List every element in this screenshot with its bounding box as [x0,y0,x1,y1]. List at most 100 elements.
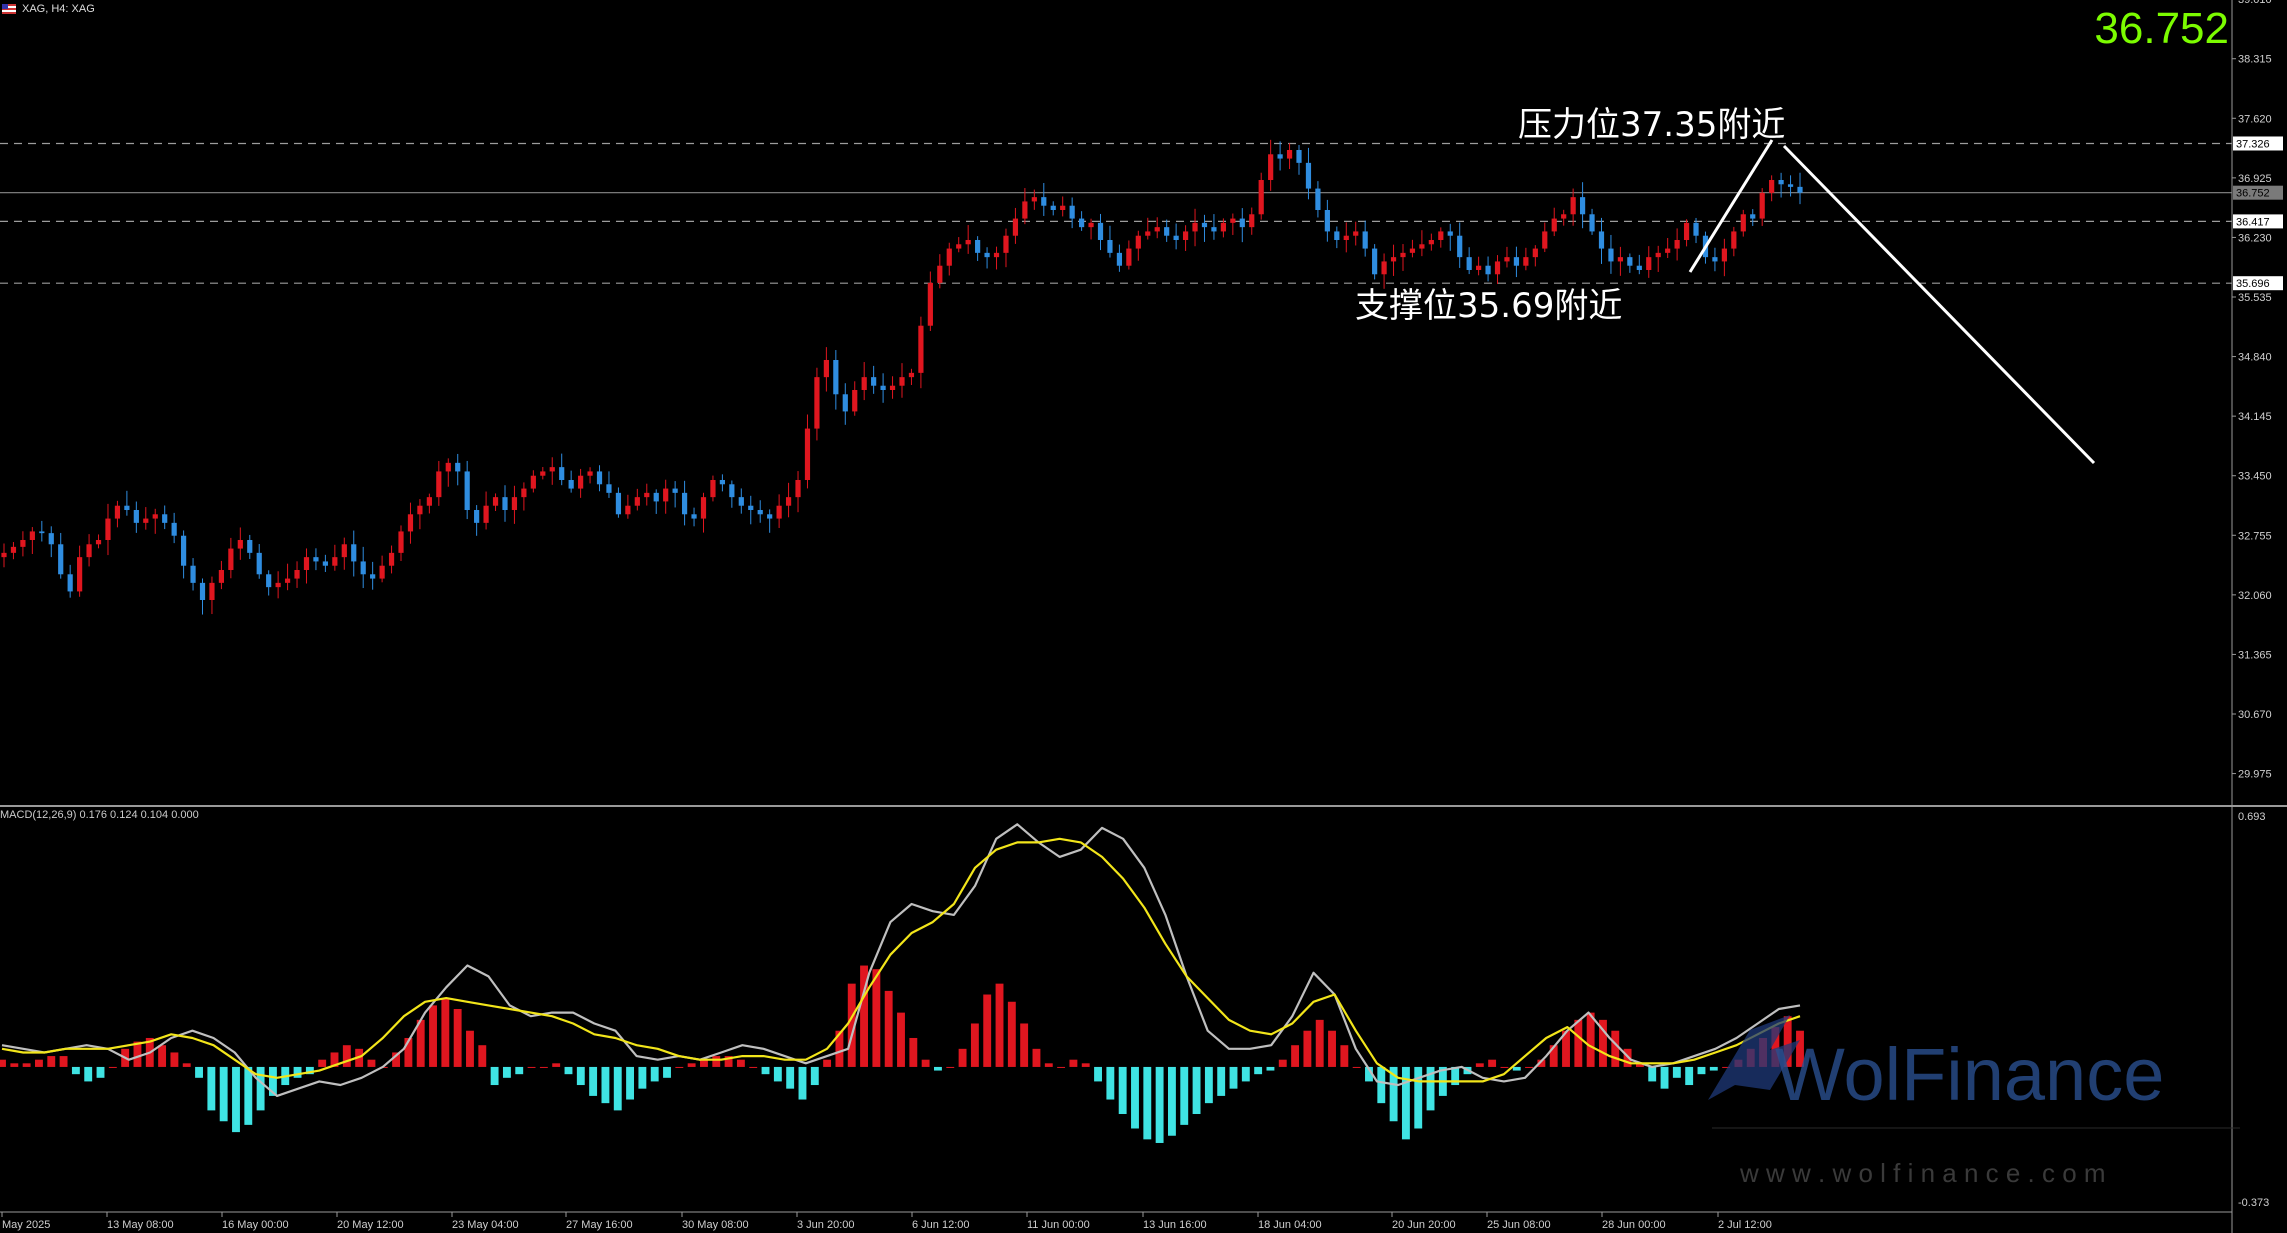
candle-body [284,578,291,583]
price-tick-label: 38.315 [2238,54,2272,66]
macd-bar [1315,1019,1324,1067]
candle-body [606,484,612,493]
price-tick-label: 31.365 [2238,649,2272,661]
candle-body [1665,248,1671,253]
price-level-flag [2233,136,2283,151]
macd-bar [1352,1066,1361,1068]
candle-body [1683,222,1690,240]
candle-body [1003,235,1009,253]
price-tick-label: 33.450 [2238,471,2272,483]
macd-bar [1057,1066,1066,1068]
macd-bar [1611,1030,1620,1067]
macd-bar [305,1066,314,1075]
candle-body [1750,214,1756,219]
macd-bar [1414,1066,1423,1129]
macd-bar [22,1063,31,1067]
candle-body [653,492,659,502]
candle-body [1324,210,1330,232]
macd-bar [601,1066,610,1104]
price-level-label: 35.696 [2236,278,2270,290]
macd-bar [1081,1063,1090,1067]
time-tick-label: 3 Jun 20:00 [797,1219,855,1231]
macd-bar [1401,1066,1410,1140]
candle-body [1012,218,1019,236]
candle-body [1438,231,1444,240]
candle-body [322,561,328,566]
candle-body [86,544,92,558]
candle-body [1390,257,1397,262]
candle-body [1542,231,1548,249]
time-tick-label: 13 May 08:00 [107,1219,174,1231]
candle-body [1296,150,1302,163]
candle-body [1154,227,1160,232]
candle-body [1116,252,1123,266]
candle-body [625,505,631,515]
candle-body [956,244,962,249]
price-level-label: 36.752 [2236,188,2270,200]
macd-bar [798,1066,807,1100]
macd-bar [700,1059,708,1067]
candle-body [426,497,432,506]
candle-body [852,390,858,412]
macd-bar [1229,1066,1238,1089]
candle-body [313,557,319,562]
candle-body [1731,231,1737,249]
macd-bar [1512,1066,1521,1071]
macd-bar [1365,1066,1373,1082]
candle-body [1570,197,1576,215]
macd-bar [1094,1066,1102,1082]
macd-bar [687,1063,696,1067]
macd-bar [847,983,856,1067]
time-tick-label: 25 Jun 08:00 [1487,1219,1551,1231]
candle-body [1060,205,1066,210]
macd-bar [1328,1030,1336,1067]
candle-body [719,480,725,485]
candle-body [795,480,801,498]
macd-bar [1377,1066,1386,1104]
macd-bar [1574,1019,1583,1067]
candle-body [965,240,971,245]
candle-body [1504,257,1510,262]
price-tick-label: 30.670 [2238,709,2272,721]
candle-body [1419,244,1425,249]
candle-body [757,510,763,515]
macd-bar [1303,1030,1312,1067]
macd-bar [429,1005,437,1067]
candle-body [927,282,933,326]
macd-bar [1672,1066,1681,1078]
macd-bar [35,1059,43,1067]
candle-body [530,475,536,489]
time-tick-label: 23 May 04:00 [452,1219,519,1231]
macd-bar [1266,1066,1275,1071]
macd-bar [502,1066,511,1078]
macd-bar [195,1066,203,1078]
macd-bar [0,1059,6,1067]
candle-body [729,484,735,498]
candle-body [1447,231,1453,236]
candle-body [1400,252,1406,258]
macd-bar [453,1009,462,1067]
candle-body [842,394,848,412]
candle-body [663,488,669,502]
macd-histogram [0,965,1804,1143]
candle-body [1523,257,1529,266]
candle-body [814,377,820,429]
candle-body [1409,248,1416,253]
macd-bar [675,1066,684,1068]
macd-bar [256,1066,265,1111]
candle-body [1428,240,1434,245]
candle-body [237,540,243,549]
candle-body [332,557,338,566]
candle-body [1759,192,1765,219]
candle-body [152,514,158,519]
candle-body [502,497,508,510]
candle-body [1353,231,1359,236]
trend-lines [1688,139,2096,465]
candle-body [351,544,357,562]
candle-body [360,561,366,575]
candle-body [1022,201,1028,219]
candle-body [1627,257,1633,266]
candle-body [1457,235,1463,258]
candle-body [1372,248,1378,275]
macd-bar [564,1066,573,1075]
